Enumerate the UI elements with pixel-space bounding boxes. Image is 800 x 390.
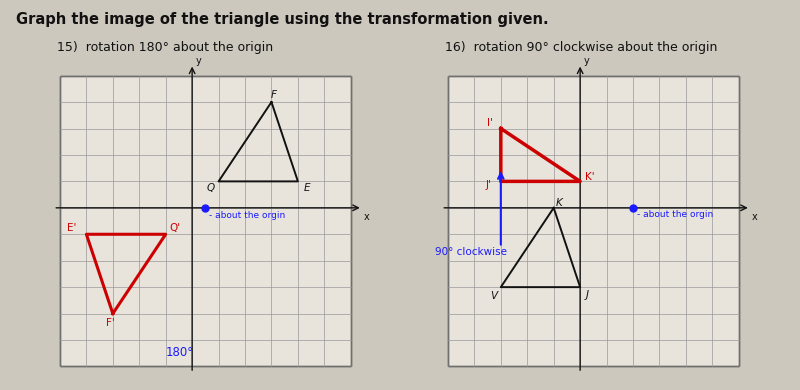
Text: - about the orgin: - about the orgin bbox=[637, 210, 714, 219]
Text: K': K' bbox=[585, 172, 594, 183]
Text: x: x bbox=[364, 212, 370, 222]
Text: Q: Q bbox=[206, 183, 214, 193]
Text: 16)  rotation 90° clockwise about the origin: 16) rotation 90° clockwise about the ori… bbox=[446, 41, 718, 55]
Text: E: E bbox=[304, 183, 310, 193]
Text: K: K bbox=[556, 198, 562, 207]
Text: J': J' bbox=[486, 180, 492, 190]
Text: y: y bbox=[196, 57, 202, 66]
Text: - about the orgin: - about the orgin bbox=[210, 211, 286, 220]
Text: F: F bbox=[271, 90, 277, 101]
Text: y: y bbox=[584, 57, 590, 66]
Text: I': I' bbox=[487, 118, 493, 128]
Text: Q': Q' bbox=[170, 223, 181, 233]
Text: x: x bbox=[752, 212, 758, 222]
Text: 90° clockwise: 90° clockwise bbox=[434, 247, 506, 257]
Text: Graph the image of the triangle using the transformation given.: Graph the image of the triangle using th… bbox=[16, 12, 549, 27]
Text: 15)  rotation 180° about the origin: 15) rotation 180° about the origin bbox=[58, 41, 274, 55]
Text: F': F' bbox=[106, 318, 114, 328]
Text: 180°: 180° bbox=[166, 346, 194, 359]
Text: E': E' bbox=[67, 223, 77, 233]
Text: J: J bbox=[586, 290, 588, 300]
Text: V: V bbox=[490, 291, 498, 301]
